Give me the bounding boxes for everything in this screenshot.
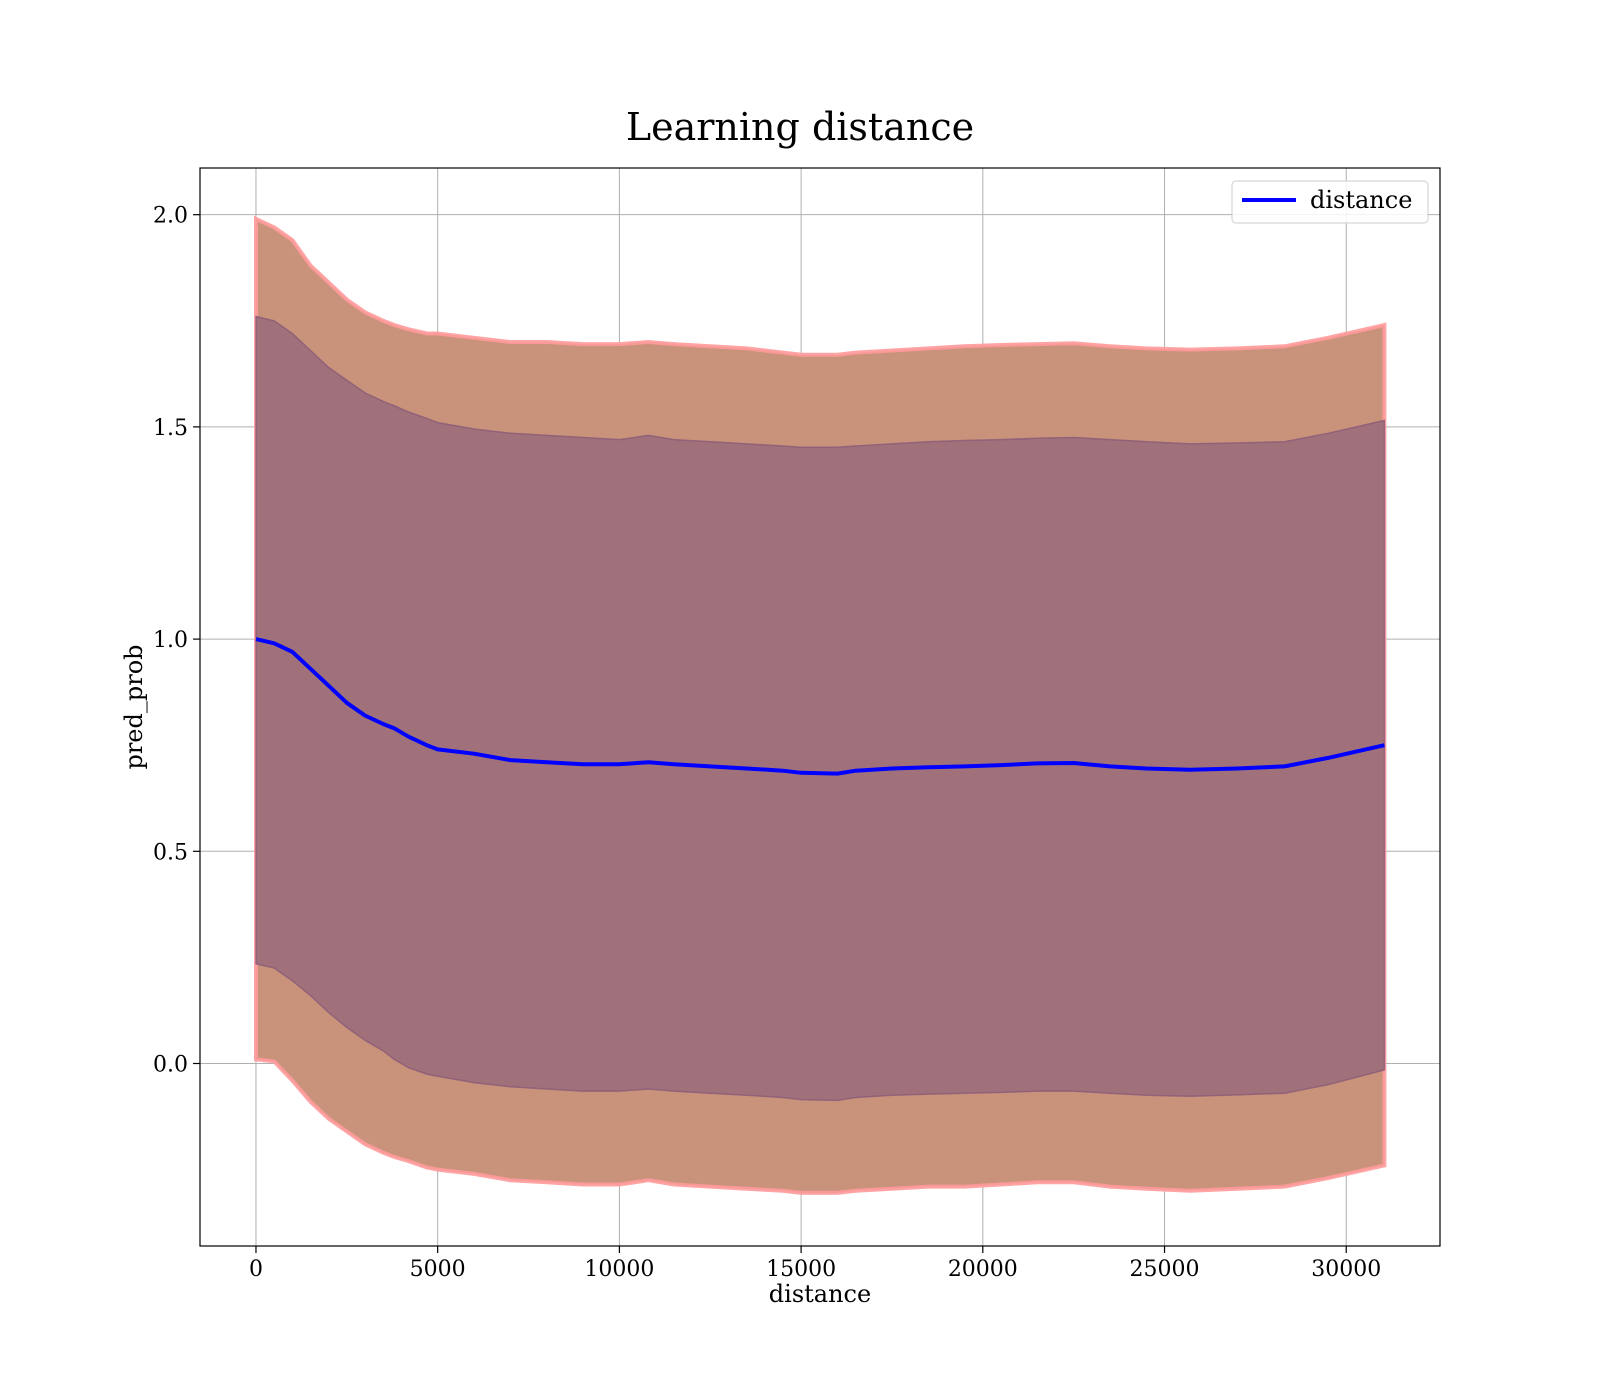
series-line-distance <box>255 637 1385 776</box>
x-tick-label: 10000 <box>584 1257 654 1282</box>
bands <box>254 215 1387 1195</box>
legend-label-distance: distance <box>1310 186 1412 214</box>
band-inner <box>255 315 1386 1102</box>
y-tick-label: 0.0 <box>153 1053 188 1078</box>
y-tick-label: 1.5 <box>153 416 188 441</box>
chart-title: Learning distance <box>626 105 974 149</box>
y-axis-label: pred_prob <box>120 644 148 769</box>
y-tick-label: 1.0 <box>153 628 188 653</box>
y-axis: 0.0 0.5 1.0 1.5 2.0 <box>153 204 200 1078</box>
y-tick-label: 0.5 <box>153 840 188 865</box>
x-tick-label: 15000 <box>766 1257 836 1282</box>
x-axis: 0 5000 10000 15000 20000 25000 30000 <box>249 1246 1381 1282</box>
x-tick-label: 25000 <box>1130 1257 1200 1282</box>
legend: distance <box>1231 180 1429 224</box>
series-lines <box>255 637 1385 776</box>
x-tick-label: 0 <box>249 1257 263 1282</box>
plot-frame <box>199 167 1441 1247</box>
x-tick-label: 5000 <box>410 1257 466 1282</box>
x-tick-label: 20000 <box>948 1257 1018 1282</box>
x-tick-label: 30000 <box>1311 1257 1381 1282</box>
legend-box <box>1231 180 1429 224</box>
x-axis-label: distance <box>769 1280 871 1308</box>
y-tick-label: 2.0 <box>153 204 188 229</box>
